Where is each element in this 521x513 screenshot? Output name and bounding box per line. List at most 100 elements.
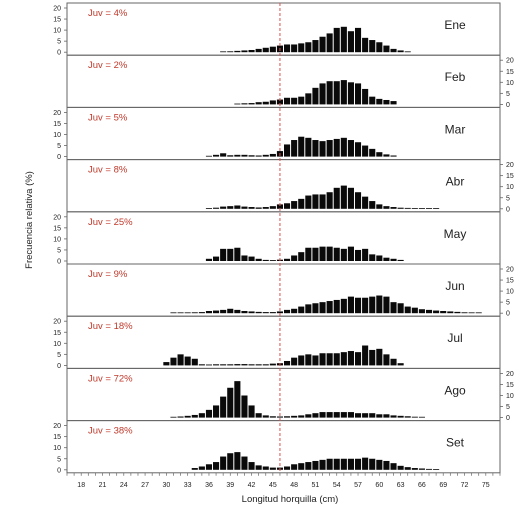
- x-tick-label: 75: [482, 482, 490, 489]
- bar: [298, 198, 305, 209]
- bar: [248, 256, 255, 261]
- bar: [220, 153, 227, 157]
- bar: [326, 412, 333, 418]
- bar: [248, 49, 255, 53]
- x-tick-label: 54: [333, 482, 341, 489]
- bar: [241, 310, 248, 314]
- y-tick-label: 10: [506, 289, 514, 296]
- bar: [283, 44, 291, 53]
- panel-ene: 20 15 10 5 0 Juv = 4% Ene: [53, 2, 501, 57]
- bar: [326, 140, 333, 157]
- y-tick-label: 5: [57, 456, 61, 463]
- y-axis-label: Frecuencia relativa (%): [24, 171, 35, 269]
- x-tick-label: 24: [120, 482, 128, 489]
- bar: [305, 304, 312, 314]
- bar: [354, 413, 362, 418]
- bar: [433, 310, 440, 314]
- bar: [276, 416, 284, 418]
- bar: [369, 148, 376, 157]
- y-tick-label: 10: [53, 132, 61, 139]
- bar: [305, 414, 312, 418]
- bar: [298, 415, 305, 418]
- bar: [234, 247, 241, 261]
- bar: [397, 303, 404, 314]
- bar: [333, 27, 340, 53]
- bar: [340, 185, 347, 209]
- bar: [305, 195, 312, 209]
- x-axis-label: Longitud horquilla (cm): [242, 494, 339, 505]
- y-tick-label: 10: [506, 393, 514, 400]
- bar: [376, 204, 383, 209]
- y-tick-label: 5: [57, 352, 61, 359]
- bar: [220, 309, 227, 314]
- juvenile-annotation: Juv = 72%: [88, 373, 133, 384]
- bar: [461, 312, 468, 314]
- bar: [397, 259, 404, 261]
- bar: [326, 192, 333, 209]
- bar: [283, 203, 291, 209]
- y-tick-label: 5: [506, 195, 510, 202]
- bar: [255, 102, 262, 105]
- bar: [383, 460, 390, 470]
- y-tick-label: 0: [506, 102, 510, 109]
- y-tick-label: 0: [57, 363, 61, 370]
- x-tick-label: 48: [290, 482, 298, 489]
- bar: [241, 255, 248, 261]
- y-tick-label: 10: [53, 236, 61, 243]
- bar: [291, 140, 298, 157]
- bar: [262, 259, 269, 261]
- bar: [205, 310, 213, 314]
- bar: [283, 144, 291, 157]
- x-tick-label: 36: [205, 482, 213, 489]
- bar: [319, 353, 326, 366]
- bar: [326, 301, 333, 314]
- bar: [255, 465, 262, 470]
- bar: [227, 51, 234, 53]
- y-tick-label: 10: [53, 28, 61, 35]
- bar: [205, 409, 213, 418]
- bar: [255, 413, 262, 418]
- bar: [248, 462, 255, 470]
- bar: [411, 208, 418, 209]
- bar: [354, 83, 362, 105]
- bar: [205, 364, 213, 366]
- x-tick-label: 21: [99, 482, 107, 489]
- bar: [220, 364, 227, 366]
- bar: [227, 364, 234, 366]
- bar: [291, 97, 298, 105]
- bar: [390, 415, 397, 418]
- y-tick-label: 20: [53, 214, 61, 221]
- x-tick-label: 30: [162, 482, 170, 489]
- bar: [411, 468, 418, 470]
- bar: [248, 103, 255, 105]
- bar: [276, 204, 284, 209]
- bar: [248, 364, 255, 366]
- bar: [354, 192, 362, 209]
- y-tick-label: 5: [506, 91, 510, 98]
- bar: [397, 50, 404, 53]
- bar: [184, 356, 191, 366]
- bar: [425, 468, 433, 470]
- bar: [298, 252, 305, 261]
- bar: [291, 44, 298, 53]
- bar: [362, 297, 369, 314]
- bar: [205, 208, 213, 209]
- bar: [305, 247, 312, 261]
- bar: [418, 208, 425, 209]
- bar: [340, 352, 347, 366]
- bar: [347, 82, 354, 105]
- bar: [333, 412, 340, 418]
- bar: [269, 46, 276, 53]
- month-label: Feb: [445, 70, 466, 84]
- y-tick-label: 0: [506, 415, 510, 422]
- bar: [376, 98, 383, 105]
- bar: [319, 141, 326, 157]
- x-tick-label: 27: [141, 482, 149, 489]
- bar: [347, 246, 354, 261]
- bar: [404, 467, 411, 470]
- y-tick-label: 15: [53, 121, 61, 128]
- bar: [340, 458, 347, 470]
- bar: [383, 99, 390, 105]
- bar: [248, 207, 255, 209]
- bar: [227, 206, 234, 209]
